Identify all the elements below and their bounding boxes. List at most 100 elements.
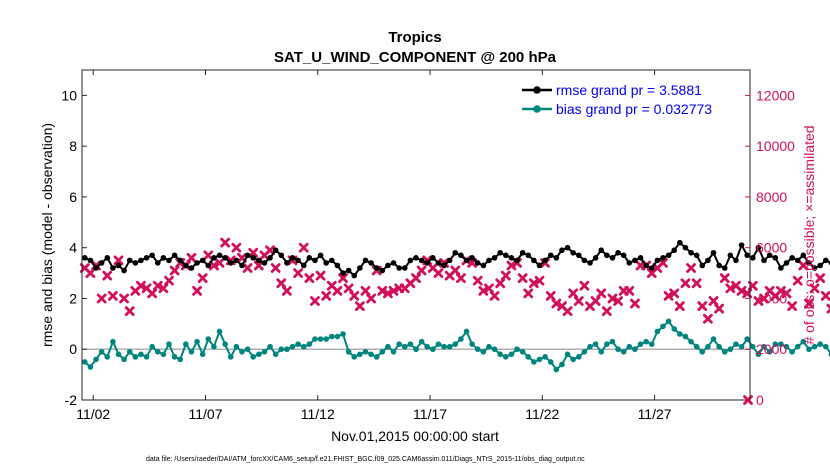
footnote-data-file: data file: /Users/raeder/DAI/ATM_forcXX/… — [146, 456, 585, 463]
bias-point — [446, 343, 453, 350]
rmse-point — [710, 249, 717, 256]
assim-point — [124, 306, 135, 317]
bias-point — [250, 354, 257, 360]
left-y-axis: -2 0 2 4 6 8 10 — [61, 87, 87, 408]
rmse-point — [154, 260, 161, 266]
rmse-point — [553, 255, 560, 261]
rmse-point — [166, 257, 172, 264]
assim-point — [248, 247, 259, 258]
assim-point-stroke-b — [478, 285, 489, 296]
rmse-point — [587, 260, 593, 266]
bias-point — [121, 356, 127, 363]
assim-point-stroke-b — [214, 258, 225, 268]
assim-point — [197, 273, 208, 284]
legend-box — [517, 80, 745, 118]
rmse-point — [497, 249, 504, 256]
assim-point — [192, 285, 202, 296]
bias-point — [188, 348, 195, 355]
assim-point-stroke-b — [231, 242, 242, 253]
bias-point — [300, 343, 307, 350]
assim-point-stroke-b — [209, 260, 219, 271]
bias-point — [435, 341, 442, 347]
bias-point — [82, 359, 88, 365]
y-tick-label: 2 — [69, 290, 77, 306]
assim-point-stroke-b — [113, 255, 124, 266]
rmse-point — [256, 257, 262, 264]
rmse-point — [177, 257, 184, 264]
assim-point-stroke-b — [343, 283, 354, 294]
assim-point — [343, 283, 354, 294]
x-tick-label: 11/07 — [188, 406, 222, 422]
assim-point — [102, 270, 113, 281]
rmse-point — [817, 262, 823, 269]
rmse-point — [413, 255, 419, 261]
rmse-point — [699, 262, 706, 269]
bias-point — [295, 341, 301, 347]
rmse-point — [648, 265, 655, 271]
rmse-point — [289, 255, 296, 261]
rmse-point — [491, 255, 498, 261]
bias-point — [407, 341, 414, 347]
bias-point — [648, 341, 655, 347]
rmse-point — [233, 257, 240, 264]
assim-point-stroke-b — [691, 278, 702, 289]
bias-point — [705, 343, 711, 350]
bias-point — [497, 351, 504, 358]
rmse-point — [188, 265, 195, 271]
bias-point — [396, 341, 402, 347]
assim-point — [332, 285, 343, 296]
assim-point-stroke-b — [85, 268, 96, 278]
legend: rmse grand pr = 3.5881 bias grand pr = 0… — [517, 80, 745, 118]
rmse-point — [514, 257, 520, 264]
rmse-point — [727, 252, 734, 259]
assim-point-stroke-b — [304, 273, 315, 284]
assim-point-stroke-b — [663, 291, 674, 301]
rmse-point — [744, 252, 750, 259]
bias-point — [317, 336, 324, 342]
bias-point — [486, 343, 492, 350]
assim-point-stroke-b — [388, 285, 399, 296]
assim-point — [349, 291, 360, 301]
rmse-point — [418, 257, 425, 264]
bias-point — [143, 354, 150, 360]
bias-point — [278, 346, 285, 353]
bias-point — [132, 354, 139, 360]
bias-point — [211, 343, 217, 350]
x-tick-label: 11/12 — [301, 406, 335, 422]
assim-point-stroke-b — [820, 291, 830, 301]
bias-point — [766, 348, 773, 355]
assim-point — [366, 293, 376, 304]
assim-point — [804, 298, 814, 309]
legend-rmse-marker — [533, 86, 541, 94]
assim-point — [798, 260, 809, 271]
rmse-point — [295, 257, 301, 264]
assim-point — [113, 255, 124, 266]
assim-point-stroke-b — [630, 298, 640, 309]
y2-tick-label: 6000 — [756, 240, 787, 256]
assim-point — [624, 285, 635, 296]
rmse-point — [469, 255, 475, 261]
assim-point-stroke-b — [220, 237, 231, 248]
bias-series — [82, 318, 830, 373]
bias-point — [480, 348, 487, 355]
assim-point — [590, 296, 601, 306]
rmse-point — [334, 262, 341, 269]
rmse-point — [626, 260, 633, 266]
assim-point-stroke-b — [725, 283, 736, 294]
bias-point — [660, 323, 666, 330]
rmse-point — [317, 252, 324, 259]
assim-point-stroke-a — [826, 303, 830, 310]
rmse-point — [149, 252, 155, 259]
rmse-point — [778, 265, 784, 271]
rmse-point — [581, 257, 588, 264]
bias-point — [345, 348, 352, 355]
assim-point-stroke-b — [265, 245, 275, 256]
assim-point — [674, 301, 685, 311]
y2-axis-label: # of obs: o=possible; ×=assimilated — [801, 125, 817, 344]
rmse-point — [688, 249, 694, 256]
bias-point — [474, 346, 481, 353]
bias-point — [239, 348, 245, 355]
x-tick-label: 11/27 — [638, 406, 672, 422]
rmse-point — [216, 252, 223, 259]
rmse-point — [267, 255, 273, 261]
